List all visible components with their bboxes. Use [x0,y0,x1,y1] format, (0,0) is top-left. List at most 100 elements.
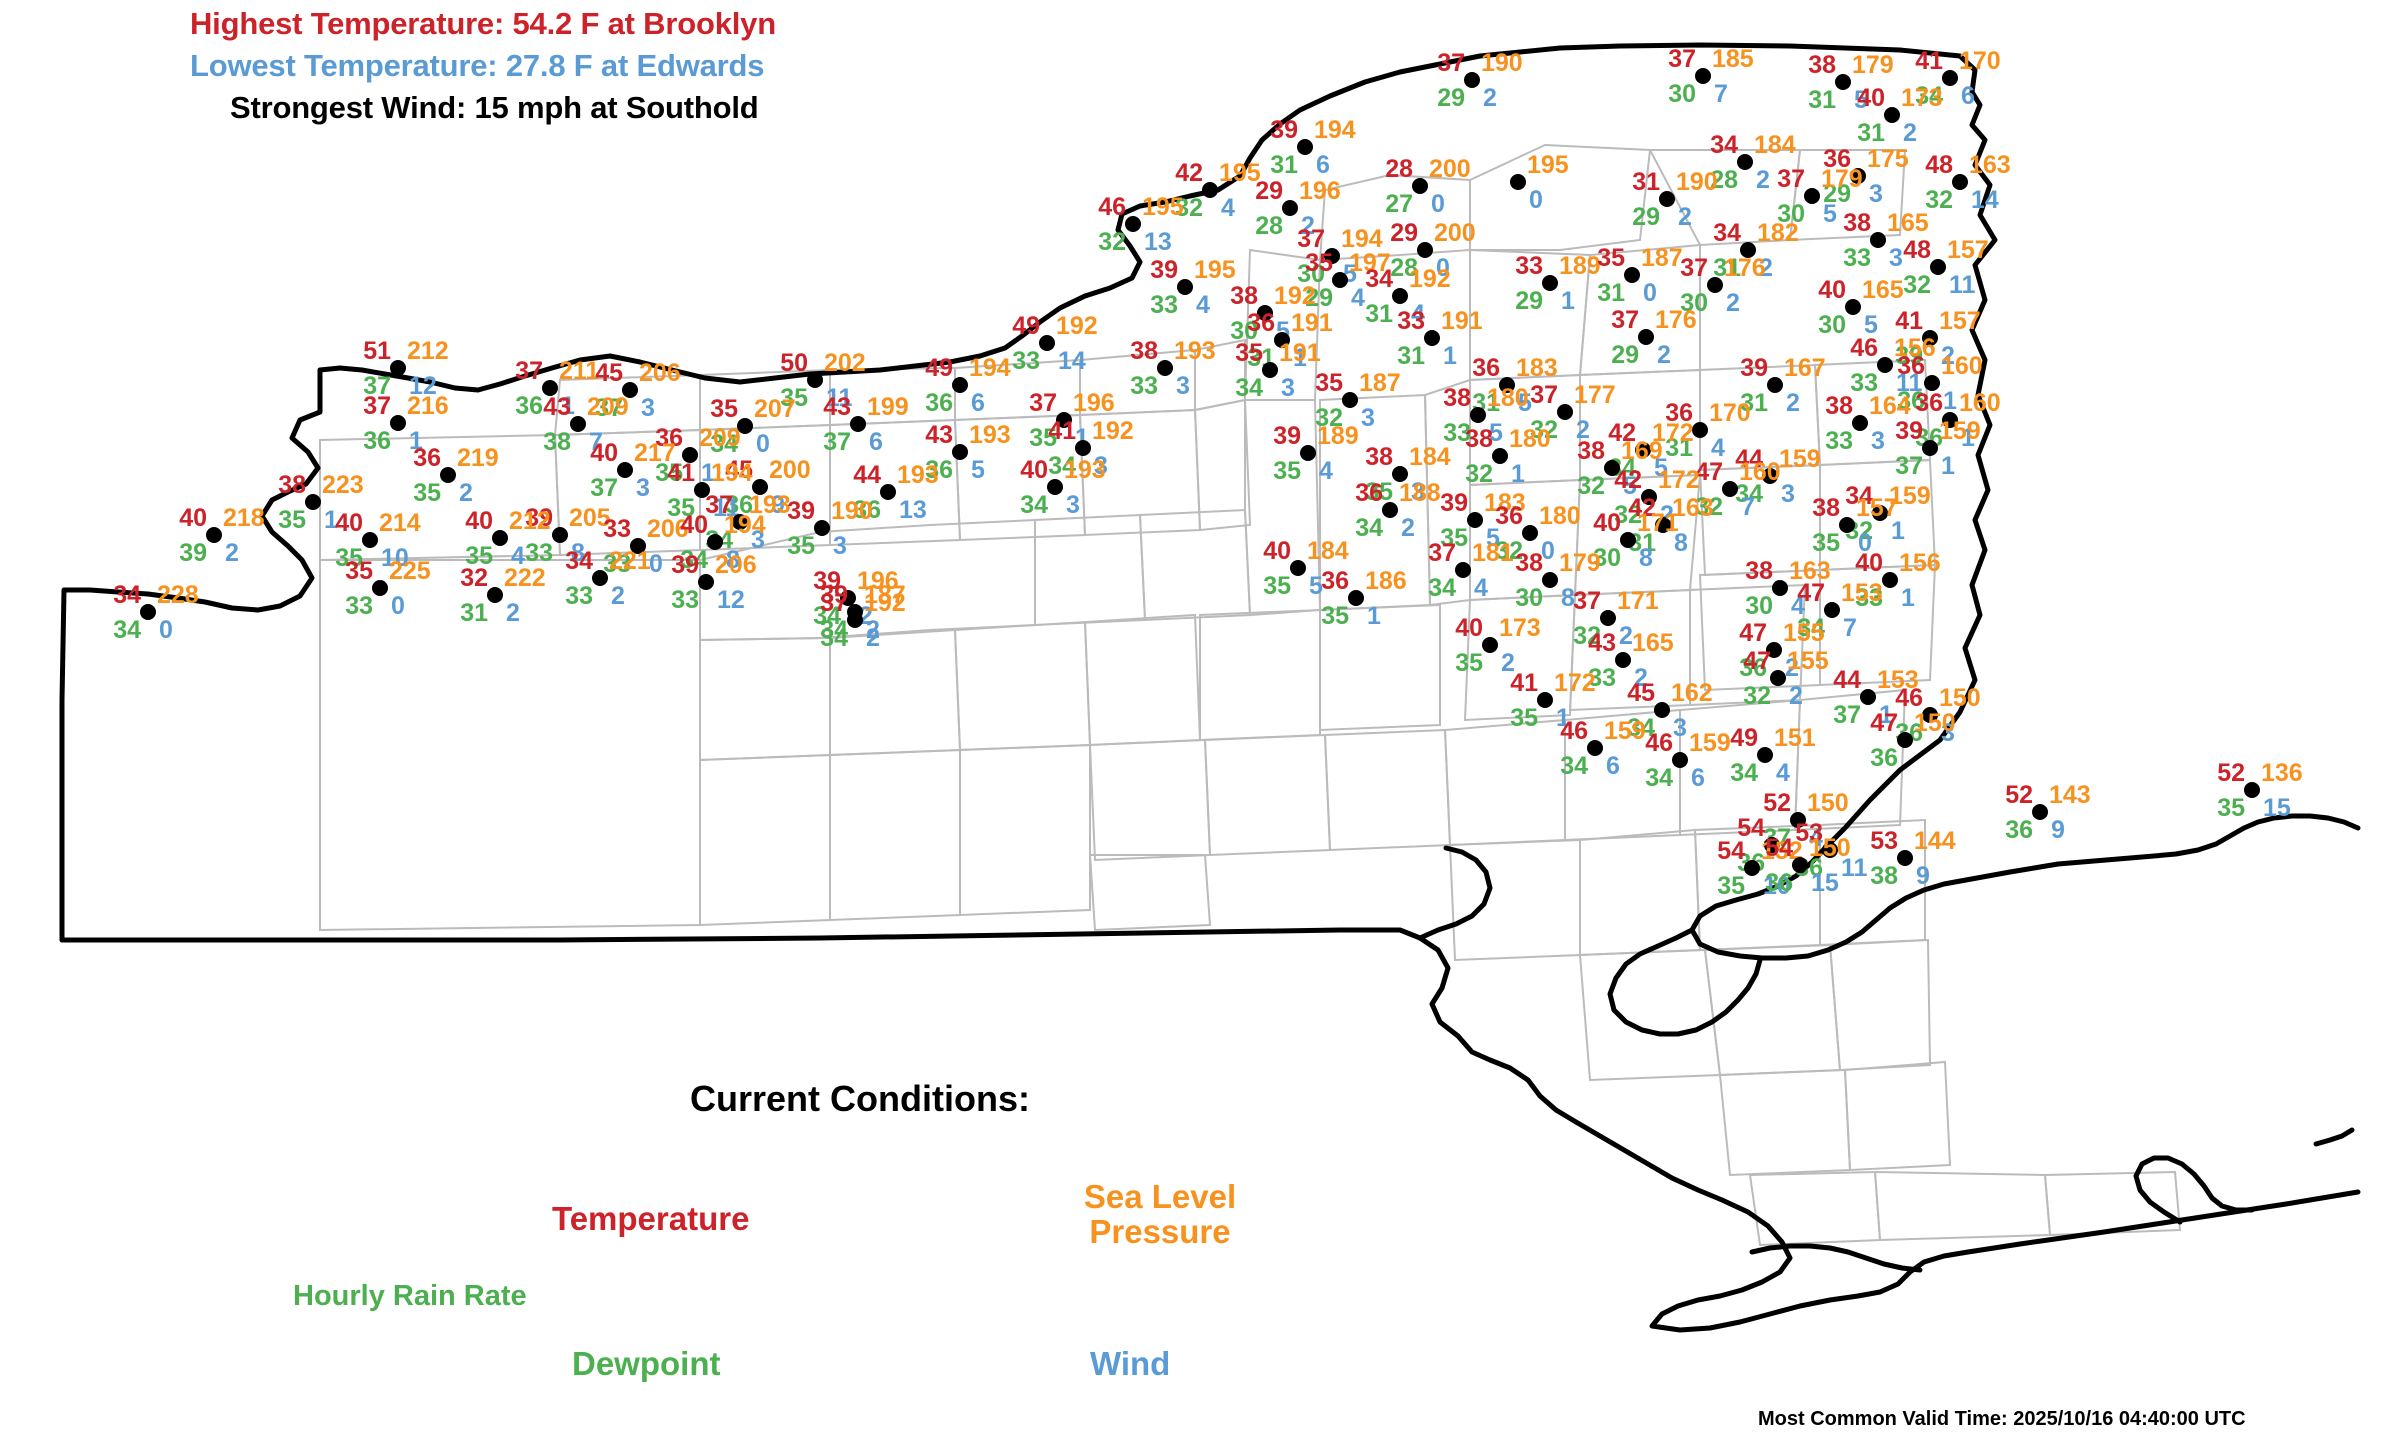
station-temperature: 39 [1150,256,1178,284]
station-wind: 2 [506,599,520,627]
station-dewpoint: 34 [113,616,141,644]
station-dewpoint: 36 [1870,744,1898,772]
station-marker-dot [1757,747,1773,763]
station-dewpoint: 31 [1365,300,1393,328]
station-sea-level-pressure: 184 [1409,443,1451,471]
station-temperature: 45 [725,456,753,484]
station-dewpoint: 33 [1150,291,1178,319]
station-wind: 2 [1726,289,1740,317]
station-wind: 13 [899,496,927,524]
station-dewpoint: 35 [1455,649,1483,677]
station-temperature: 39 [1740,354,1768,382]
station-wind: 3 [1889,244,1903,272]
station-temperature: 43 [1588,629,1616,657]
station-dewpoint: 32 [1695,493,1723,521]
station-wind: 4 [1791,592,1805,620]
station-marker-dot [694,482,710,498]
station-dewpoint: 35 [667,494,695,522]
station-marker-dot [952,444,968,460]
station-wind: 5 [1654,454,1668,482]
station-marker-dot [1290,560,1306,576]
valid-time-stamp: Most Common Valid Time: 2025/10/16 04:40… [1758,1408,2246,1430]
station-dewpoint: 34 [1645,764,1673,792]
station-dewpoint: 28 [1390,254,1418,282]
station-temperature: 33 [603,515,631,543]
station-wind: 3 [1361,404,1375,432]
station-sea-level-pressure: 192 [1056,312,1098,340]
station-wind: 2 [1619,622,1633,650]
station-marker-dot [1177,279,1193,295]
station-sea-level-pressure: 196 [857,567,899,595]
station-marker-dot [1882,572,1898,588]
station-wind: 14 [1971,186,1999,214]
station-temperature: 39 [813,567,841,595]
station-dewpoint: 34 [1797,614,1825,642]
station-temperature: 39 [525,504,553,532]
station-dewpoint: 33 [1012,347,1040,375]
station-dewpoint: 30 [1593,544,1621,572]
station-marker-dot [1655,517,1671,533]
station-sea-level-pressure: 193 [897,461,939,489]
station-sea-level-pressure: 165 [1887,209,1929,237]
station-sea-level-pressure: 193 [1064,456,1106,484]
station-sea-level-pressure: 164 [1869,392,1911,420]
station-marker-dot [1417,242,1433,258]
station-temperature: 38 [1812,494,1840,522]
station-sea-level-pressure: 209 [699,424,741,452]
station-wind: 2 [225,539,239,567]
legend-temperature: Temperature [552,1200,750,1237]
station-dewpoint: 30 [1818,311,1846,339]
station-marker-dot [1282,200,1298,216]
station-sea-level-pressure: 211 [559,357,600,385]
station-dewpoint: 35 [1440,524,1468,552]
station-sea-level-pressure: 175 [1867,145,1909,173]
station-marker-dot [390,360,406,376]
station-marker-dot [1332,272,1348,288]
station-wind: 5 [1623,472,1637,500]
station-temperature: 38 [1130,337,1158,365]
station-temperature: 37 [1573,587,1601,615]
station-dewpoint: 34 [1560,752,1588,780]
station-sea-level-pressure: 196 [1073,389,1115,417]
station-temperature: 37 [1680,254,1708,282]
station-dewpoint: 36 [515,392,543,420]
station-sea-level-pressure: 155 [1783,619,1825,647]
station-sea-level-pressure: 160 [1941,352,1983,380]
station-wind: 2 [1301,212,1315,240]
station-dewpoint: 35 [1321,602,1349,630]
station-marker-dot [1635,442,1651,458]
station-sea-level-pressure: 157 [1939,307,1981,335]
station-marker-dot [1744,860,1760,876]
station-sea-level-pressure: 212 [407,337,449,365]
station-temperature: 52 [2005,781,2033,809]
station-sea-level-pressure: 187 [1641,244,1683,272]
station-temperature: 43 [543,393,571,421]
station-wind: 1 [1511,460,1525,488]
station-marker-dot [1604,460,1620,476]
station-marker-dot [617,462,633,478]
station-temperature: 34 [565,547,593,575]
station-temperature: 34 [1365,265,1393,293]
station-wind: 8 [571,539,585,567]
station-temperature: 53 [1795,819,1823,847]
station-sea-level-pressure: 194 [1341,225,1383,253]
station-temperature: 50 [780,349,808,377]
station-wind: 3 [1941,719,1955,747]
station-marker-dot [390,415,406,431]
station-marker-dot [1804,188,1820,204]
station-temperature: 28 [1385,155,1413,183]
station-dewpoint: 28 [1710,166,1738,194]
station-dewpoint: 32 [1495,537,1523,565]
station-marker-dot [1464,72,1480,88]
station-wind: 10 [381,544,409,572]
station-marker-dot [698,574,714,590]
station-temperature: 52 [1763,789,1791,817]
station-dewpoint: 35 [278,506,306,534]
station-wind: 1 [1561,287,1575,315]
station-wind: 3 [1411,478,1425,506]
station-sea-level-pressure: 202 [824,349,866,377]
station-marker-dot [1672,752,1688,768]
station-wind: 3 [833,532,847,560]
station-marker-dot [305,494,321,510]
station-sea-level-pressure: 184 [1307,537,1349,565]
